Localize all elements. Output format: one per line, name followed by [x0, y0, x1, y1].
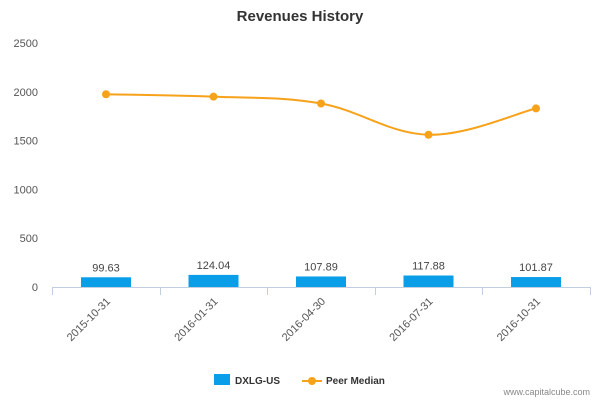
source-credit: www.capitalcube.com	[502, 387, 590, 397]
y-tick-label: 2000	[14, 87, 38, 99]
legend: DXLG-US Peer Median	[214, 374, 385, 387]
y-axis: 0 500 1000 1500 2000 2500	[14, 38, 38, 294]
bar	[188, 274, 239, 287]
x-tick-label: 2015-10-31	[65, 296, 113, 344]
bar-value-label: 101.87	[519, 262, 553, 274]
bar	[511, 277, 561, 287]
y-tick-label: 1500	[14, 136, 38, 148]
line-point	[317, 99, 325, 108]
bar-value-label: 124.04	[197, 260, 231, 272]
line-series	[102, 90, 540, 139]
chart-title: Revenues History	[237, 8, 364, 25]
bar-value-label: 99.63	[92, 262, 120, 274]
bar	[81, 277, 131, 287]
bar-value-label: 107.89	[304, 261, 338, 273]
bar-series	[81, 274, 561, 287]
x-tick-label: 2016-10-31	[495, 296, 543, 344]
legend-label-bar: DXLG-US	[235, 376, 280, 387]
x-tick-label: 2016-01-31	[172, 296, 220, 344]
bar-value-label: 117.88	[412, 260, 445, 272]
line-point	[209, 92, 218, 101]
legend-marker-line	[308, 377, 316, 385]
y-tick-label: 0	[32, 282, 38, 294]
x-axis: 2015-10-31 2016-01-31 2016-04-30 2016-07-31…	[52, 287, 591, 344]
bar	[296, 276, 346, 287]
bar	[403, 275, 454, 287]
legend-swatch-bar	[214, 374, 230, 385]
line-point	[424, 130, 433, 139]
bar-data-labels: 99.63 124.04 107.89 117.88 101.87	[92, 260, 553, 274]
x-tick-label: 2016-04-30	[280, 296, 328, 344]
x-tick-label: 2016-07-31	[387, 296, 435, 344]
line-point	[102, 90, 110, 99]
y-tick-label: 500	[20, 233, 38, 245]
y-tick-label: 2500	[14, 38, 38, 50]
y-tick-label: 1000	[14, 184, 38, 196]
line-point	[532, 104, 540, 113]
legend-label-line: Peer Median	[326, 376, 385, 387]
